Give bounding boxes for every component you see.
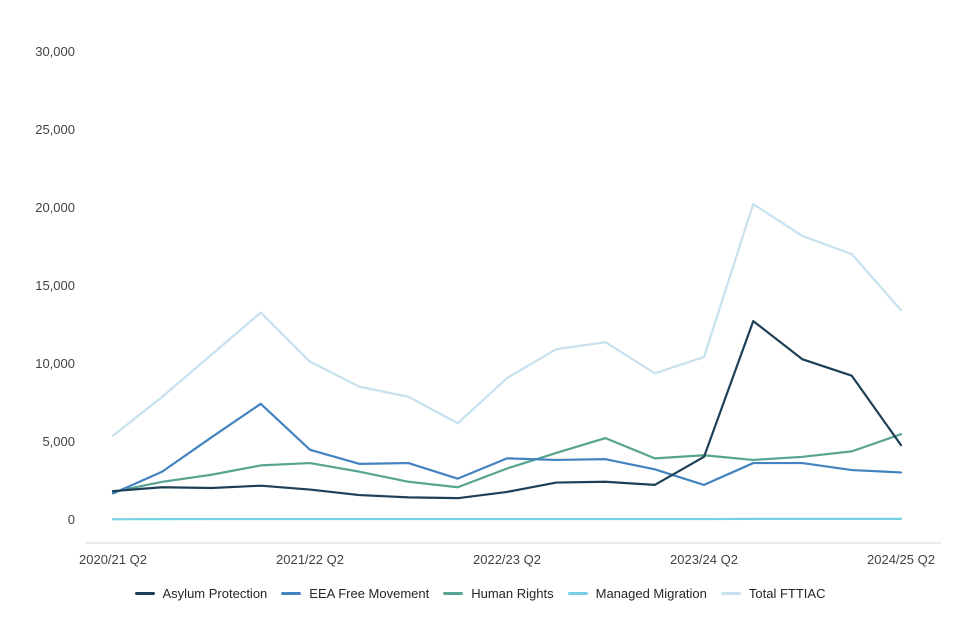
y-axis-tick-label: 0 (67, 512, 75, 527)
x-axis-tick-label: 2023/24 Q2 (670, 552, 738, 567)
x-axis-tick-label: 2024/25 Q2 (867, 552, 935, 567)
line-asylum-protection (111, 320, 903, 500)
legend-swatch-icon (720, 592, 741, 595)
y-axis-tick-label: 10,000 (35, 356, 75, 371)
legend-label: EEA Free Movement (309, 586, 430, 601)
x-axis-tick-label: 2020/21 Q2 (79, 552, 147, 567)
legend-item-human-rights[interactable]: Human Rights (443, 586, 554, 601)
y-axis-tick-label: 5,000 (42, 434, 75, 449)
chart-legend: Asylum Protection EEA Free Movement Human … (0, 586, 960, 601)
legend-label: Human Rights (471, 586, 554, 601)
legend-label: Managed Migration (595, 586, 707, 601)
legend-item-eea-free-movement[interactable]: EEA Free Movement (281, 586, 429, 601)
y-axis-tick-label: 25,000 (35, 122, 75, 137)
legend-swatch-icon (134, 592, 155, 595)
y-axis-tick-label: 20,000 (35, 200, 75, 215)
legend-swatch-icon (567, 592, 588, 595)
legend-label: Total FTTIAC (748, 586, 826, 601)
legend-item-total-fttiac[interactable]: Total FTTIAC (720, 586, 826, 601)
legend-item-asylum-protection[interactable]: Asylum Protection (134, 586, 268, 601)
y-axis-tick-label: 15,000 (35, 278, 75, 293)
legend-label: Asylum Protection (162, 586, 268, 601)
x-axis-tick-label: 2021/22 Q2 (276, 552, 344, 567)
legend-item-managed-migration[interactable]: Managed Migration (567, 586, 707, 601)
line-total-fttiac (111, 203, 903, 437)
line-human-rights (111, 433, 903, 494)
legend-swatch-icon (281, 592, 302, 595)
legend-swatch-icon (443, 592, 464, 595)
x-axis-tick-label: 2022/23 Q2 (473, 552, 541, 567)
y-axis-tick-label: 30,000 (35, 44, 75, 59)
line-eea-free-movement (111, 402, 903, 495)
